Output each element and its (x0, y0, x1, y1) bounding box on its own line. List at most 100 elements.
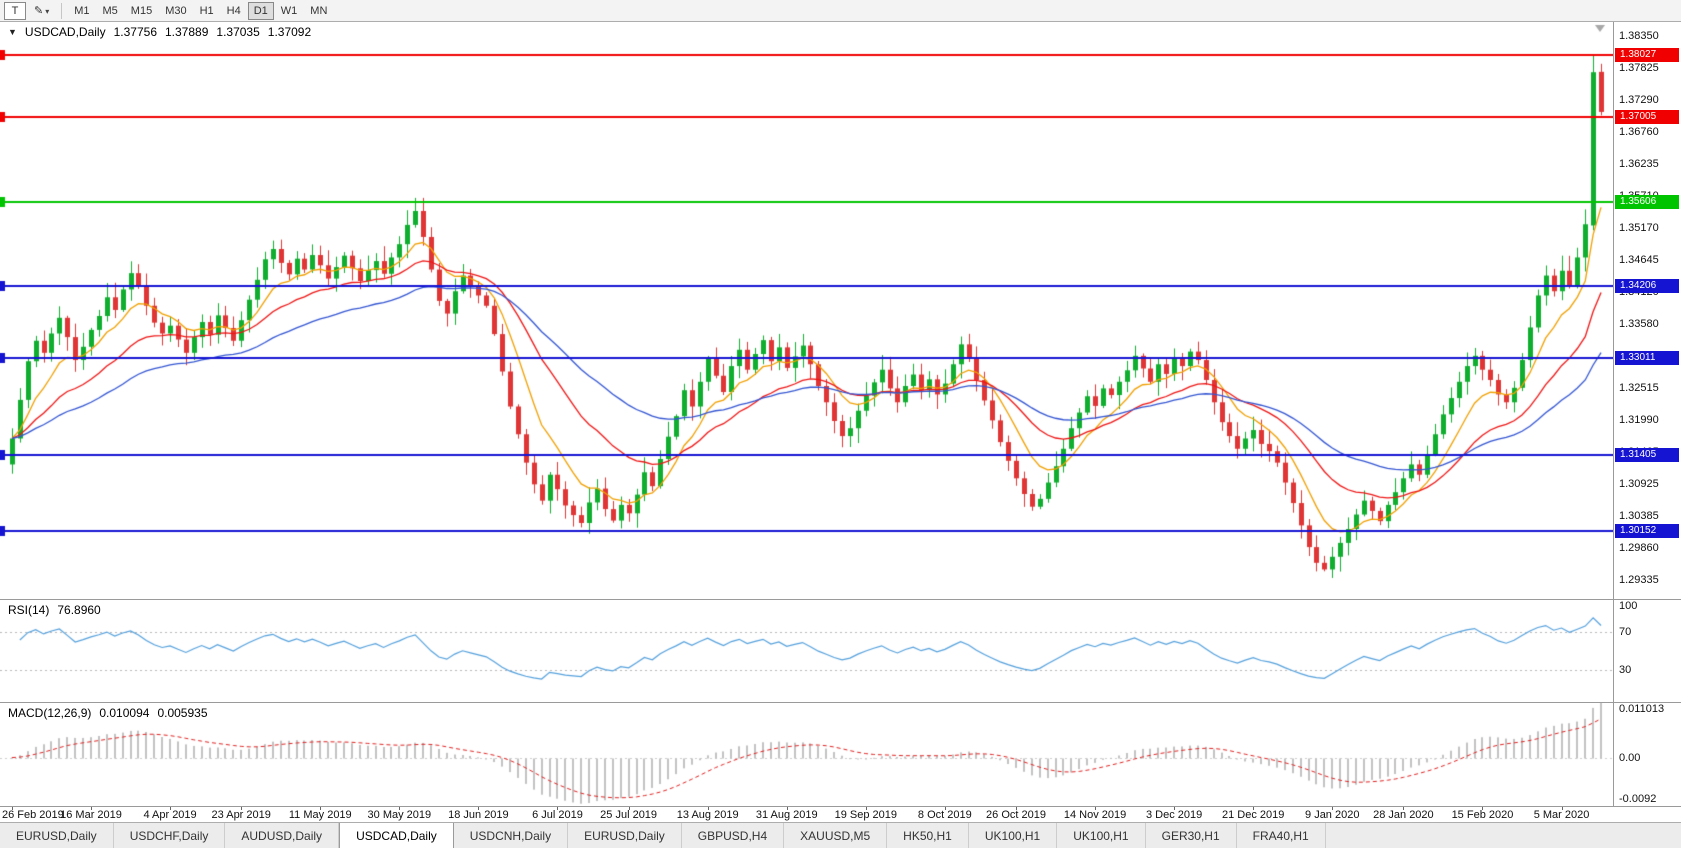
timeframe-button-m5[interactable]: M5 (97, 2, 124, 20)
time-axis-label: 18 Jun 2019 (448, 809, 509, 821)
price-panel: ▼ USDCAD,Daily 1.37756 1.37889 1.37035 1… (0, 22, 1681, 599)
timeframe-button-h1[interactable]: H1 (194, 2, 220, 20)
time-axis-label: 31 Aug 2019 (755, 809, 818, 821)
symbol-tab-audusd-daily[interactable]: AUDUSD,Daily (225, 823, 340, 848)
time-axis-label: 28 Jan 2020 (1373, 809, 1434, 821)
timeframe-buttons: M1 M5 M15 M30 H1 H4 D1 W1 MN (68, 1, 333, 20)
time-axis-tick (1174, 807, 1175, 810)
macd-signal-value: 0.005935 (157, 706, 208, 720)
time-axis-tick (478, 807, 479, 810)
macd-axis-label: 0.00 (1619, 751, 1641, 764)
symbol-tab-usdchf-daily[interactable]: USDCHF,Daily (113, 823, 226, 848)
rsi-axis-label: 70 (1619, 626, 1632, 639)
timeframe-button-d1[interactable]: D1 (247, 1, 274, 20)
ohlc-low: 1.37035 (216, 25, 260, 39)
collapse-icon[interactable]: ▼ (8, 27, 17, 37)
price-axis-label: 1.31990 (1619, 414, 1659, 426)
price-line-tag: 1.33011 (1615, 351, 1679, 366)
macd-axis: 0.011013 0.00 -0.0092 (1613, 703, 1681, 806)
dropdown-arrow-icon: ▾ (45, 7, 50, 16)
macd-canvas[interactable] (0, 703, 1613, 806)
timeframe-button-mn[interactable]: MN (304, 2, 333, 20)
symbol-tab-usdcad-daily[interactable]: USDCAD,Daily (339, 823, 454, 848)
price-axis-label: 1.34645 (1619, 254, 1659, 266)
price-axis-label: 1.33580 (1619, 318, 1659, 330)
toolbar: T ✎ ▾ M1 M5 M15 M30 H1 H4 D1 W1 MN (0, 0, 1681, 22)
pointer-tool-button[interactable]: T (4, 1, 26, 20)
time-axis-tick (1332, 807, 1333, 810)
time-axis-label: 25 Jul 2019 (600, 809, 658, 821)
symbol-tab-ger30-h1[interactable]: GER30,H1 (1145, 823, 1237, 848)
time-axis-tick (1095, 807, 1096, 810)
symbol-tab-fra40-h1[interactable]: FRA40,H1 (1236, 823, 1326, 848)
time-axis-label: 4 Apr 2019 (143, 809, 197, 821)
symbol-tab-gbpusd-h4[interactable]: GBPUSD,H4 (681, 823, 785, 848)
time-axis-tick (629, 807, 630, 810)
time-axis-tick (12, 807, 13, 810)
symbol-tab-uk100-h1[interactable]: UK100,H1 (1057, 823, 1146, 848)
rsi-axis-label: 30 (1619, 663, 1632, 676)
price-axis-label: 1.38350 (1619, 30, 1659, 42)
rsi-axis-label: 100 (1619, 600, 1638, 612)
time-axis-tick (557, 807, 558, 810)
price-line-tag: 1.30152 (1615, 523, 1679, 538)
time-axis-tick (170, 807, 171, 810)
rsi-canvas[interactable] (0, 600, 1613, 702)
time-axis-tick (1562, 807, 1563, 810)
symbol-tab-eurusd-daily[interactable]: EURUSD,Daily (568, 823, 682, 848)
price-line-tag: 1.35606 (1615, 194, 1679, 209)
timeframe-button-w1[interactable]: W1 (275, 2, 304, 20)
time-axis-tick (945, 807, 946, 810)
time-axis: 26 Feb 2019 16 Mar 2019 4 Apr 2019 23 Apr 2… (0, 806, 1681, 822)
price-axis-label: 1.29860 (1619, 542, 1659, 554)
time-axis-tick (866, 807, 867, 810)
time-axis-label: 11 May 2019 (288, 809, 352, 821)
draw-tool-button[interactable]: ✎ ▾ (28, 2, 55, 20)
rsi-value: 76.8960 (57, 603, 101, 617)
time-axis-label: 9 Jan 2020 (1305, 809, 1360, 821)
symbol-tab-uk100-h1[interactable]: UK100,H1 (968, 823, 1058, 848)
time-axis-label: 23 Apr 2019 (211, 809, 271, 821)
time-axis-tick (320, 807, 321, 810)
rsi-header: RSI(14) 76.8960 (8, 603, 101, 617)
price-axis-label: 1.32515 (1619, 382, 1659, 394)
price-line-tag: 1.38027 (1615, 48, 1679, 63)
time-axis-label: 5 Mar 2020 (1533, 809, 1590, 821)
time-axis-tick (1253, 807, 1254, 810)
price-line-tag: 1.34206 (1615, 279, 1679, 294)
rsi-panel: RSI(14) 76.8960 100 70 30 (0, 599, 1681, 702)
ohlc-high: 1.37889 (165, 25, 209, 39)
symbol-tab-eurusd-daily[interactable]: EURUSD,Daily (0, 823, 114, 848)
time-axis-tick (1403, 807, 1404, 810)
time-axis-label: 26 Oct 2019 (986, 809, 1046, 821)
timeframe-button-h4[interactable]: H4 (221, 2, 247, 20)
rsi-label: RSI(14) (8, 603, 50, 617)
price-line-tag: 1.37005 (1615, 110, 1679, 125)
price-axis-label: 1.36760 (1619, 126, 1659, 138)
time-axis-tick (399, 807, 400, 810)
time-axis-tick (1016, 807, 1017, 810)
price-chart-canvas[interactable] (0, 22, 1613, 599)
time-axis-label: 16 Mar 2019 (60, 809, 122, 821)
price-axis-label: 1.30385 (1619, 510, 1659, 522)
price-axis-label: 1.29335 (1619, 574, 1659, 586)
symbol-tab-xauusd-m5[interactable]: XAUUSD,M5 (784, 823, 888, 848)
chart-area: ▼ USDCAD,Daily 1.37756 1.37889 1.37035 1… (0, 22, 1681, 822)
time-axis-label: 3 Dec 2019 (1145, 809, 1203, 821)
timeframe-button-m15[interactable]: M15 (125, 2, 158, 20)
macd-panel: MACD(12,26,9) 0.010094 0.005935 0.011013… (0, 702, 1681, 806)
symbol-tab-hk50-h1[interactable]: HK50,H1 (887, 823, 969, 848)
time-axis-label: 6 Jul 2019 (532, 809, 583, 821)
time-axis-label: 14 Nov 2019 (1063, 809, 1127, 821)
time-axis-tick (1482, 807, 1483, 810)
time-axis-label: 21 Dec 2019 (1221, 809, 1285, 821)
macd-label: MACD(12,26,9) (8, 706, 92, 720)
chart-ohlc-header: ▼ USDCAD,Daily 1.37756 1.37889 1.37035 1… (8, 25, 311, 39)
timeframe-button-m30[interactable]: M30 (159, 2, 192, 20)
macd-header: MACD(12,26,9) 0.010094 0.005935 (8, 706, 208, 720)
time-axis-tick (708, 807, 709, 810)
time-axis-tick (241, 807, 242, 810)
symbol-tab-usdcnh-daily[interactable]: USDCNH,Daily (453, 823, 569, 848)
timeframe-button-m1[interactable]: M1 (68, 2, 95, 20)
